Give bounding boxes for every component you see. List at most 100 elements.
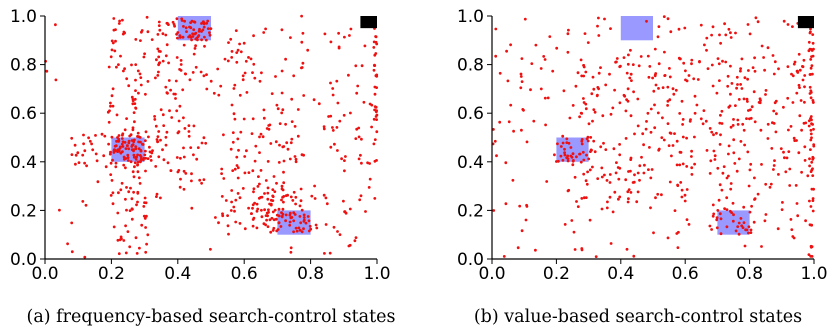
data-point bbox=[782, 150, 785, 154]
data-point bbox=[164, 85, 168, 89]
data-point bbox=[214, 216, 217, 219]
data-point bbox=[70, 136, 74, 140]
data-point bbox=[289, 246, 293, 250]
data-point bbox=[703, 43, 706, 47]
data-point bbox=[629, 72, 633, 76]
data-point bbox=[256, 207, 260, 211]
data-point bbox=[666, 85, 670, 89]
data-point bbox=[678, 150, 682, 154]
data-point bbox=[177, 169, 181, 172]
data-point bbox=[235, 164, 239, 167]
x-tick-label: 0.0 bbox=[31, 264, 58, 284]
data-point bbox=[654, 83, 658, 87]
data-point bbox=[144, 156, 148, 160]
data-point bbox=[681, 162, 685, 166]
y-tick-label: 0.2 bbox=[10, 201, 37, 221]
data-point bbox=[146, 233, 150, 237]
data-point bbox=[161, 59, 165, 63]
data-point bbox=[652, 89, 656, 93]
data-point bbox=[109, 55, 113, 59]
data-point bbox=[509, 43, 512, 47]
data-point bbox=[782, 105, 785, 109]
data-point bbox=[373, 197, 377, 200]
data-point bbox=[331, 129, 335, 132]
data-point bbox=[617, 177, 621, 181]
data-point bbox=[808, 164, 811, 168]
x-tick-label: 0.0 bbox=[478, 264, 505, 284]
data-point bbox=[625, 71, 629, 75]
data-point bbox=[119, 188, 123, 192]
data-point bbox=[205, 21, 209, 25]
data-point bbox=[187, 124, 191, 127]
data-point bbox=[354, 64, 358, 68]
data-point bbox=[124, 224, 127, 228]
data-point bbox=[347, 244, 351, 248]
data-point bbox=[222, 177, 226, 180]
data-point bbox=[128, 209, 132, 213]
y-tick-label: 0.4 bbox=[10, 153, 37, 173]
data-point bbox=[613, 88, 616, 92]
data-point bbox=[254, 144, 258, 148]
data-point bbox=[673, 132, 676, 136]
data-point bbox=[263, 192, 266, 195]
data-point bbox=[666, 104, 669, 107]
data-point bbox=[262, 116, 266, 120]
data-point bbox=[156, 135, 160, 139]
data-point bbox=[693, 162, 696, 166]
data-point bbox=[677, 27, 681, 31]
data-point bbox=[298, 228, 302, 232]
data-point bbox=[172, 92, 176, 96]
data-point bbox=[150, 38, 154, 41]
data-point bbox=[563, 147, 566, 151]
data-point bbox=[800, 170, 803, 174]
data-point bbox=[136, 135, 139, 138]
data-point bbox=[683, 199, 687, 203]
data-point bbox=[808, 157, 811, 161]
data-point bbox=[734, 31, 737, 35]
data-point bbox=[742, 128, 746, 132]
data-point bbox=[131, 126, 135, 130]
data-point bbox=[680, 99, 684, 103]
data-point bbox=[155, 192, 159, 196]
data-point bbox=[266, 160, 270, 163]
data-point bbox=[701, 122, 705, 126]
data-point bbox=[668, 180, 672, 184]
data-point bbox=[182, 169, 186, 173]
data-point bbox=[683, 193, 687, 197]
data-point bbox=[747, 184, 751, 188]
data-point bbox=[193, 47, 197, 50]
data-point bbox=[269, 203, 273, 207]
data-point bbox=[81, 200, 85, 203]
data-point bbox=[127, 190, 131, 194]
data-point bbox=[731, 219, 735, 223]
data-point bbox=[647, 75, 651, 79]
data-point bbox=[147, 135, 150, 139]
data-point bbox=[685, 136, 688, 140]
data-point bbox=[243, 71, 247, 75]
region-1 bbox=[620, 16, 653, 41]
data-point bbox=[732, 213, 735, 217]
data-point bbox=[158, 28, 162, 32]
data-point bbox=[124, 166, 127, 170]
data-point bbox=[130, 63, 133, 67]
data-point bbox=[791, 74, 795, 78]
data-point bbox=[572, 230, 576, 234]
data-point bbox=[267, 208, 270, 212]
data-point bbox=[746, 77, 749, 81]
data-point bbox=[690, 58, 694, 62]
data-point bbox=[202, 178, 206, 182]
data-point bbox=[807, 124, 811, 128]
data-point bbox=[288, 211, 292, 215]
data-point bbox=[375, 74, 379, 78]
data-point bbox=[569, 146, 573, 149]
data-point bbox=[238, 196, 242, 200]
data-point bbox=[243, 227, 247, 231]
data-point bbox=[548, 35, 552, 38]
data-point bbox=[745, 97, 749, 101]
data-point bbox=[194, 31, 198, 35]
data-point bbox=[231, 140, 235, 144]
data-point bbox=[373, 138, 377, 142]
data-point bbox=[604, 148, 608, 152]
data-point bbox=[253, 159, 257, 163]
data-point bbox=[336, 230, 339, 233]
